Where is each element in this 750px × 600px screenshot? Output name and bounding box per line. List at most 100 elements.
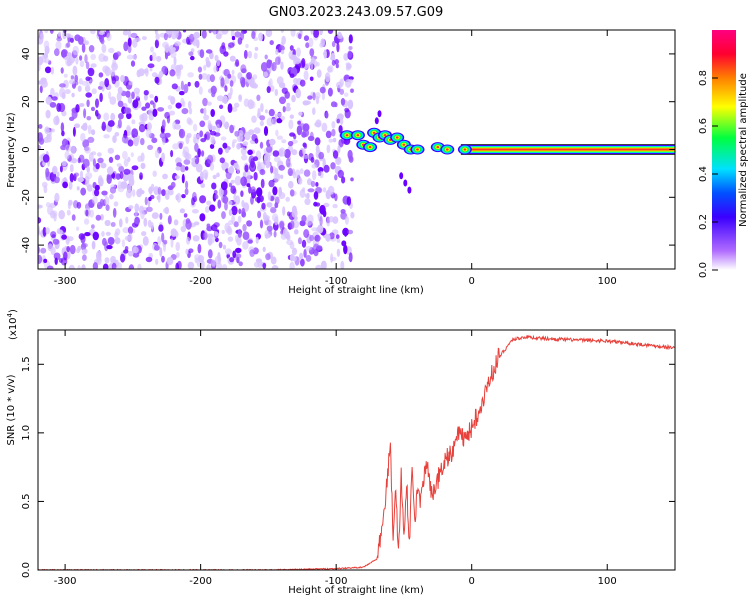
noise-speckle (156, 55, 162, 62)
noise-speckle (336, 157, 341, 162)
snr-panel: -300 -200 -100 0 100 0.0 0.5 1.0 1.5 Height of s… (6, 309, 676, 596)
noise-speckle (91, 196, 98, 204)
noise-speckle (159, 247, 163, 257)
noise-speckle (178, 142, 183, 150)
noise-speckle (63, 73, 68, 78)
noise-speckle (224, 201, 228, 211)
noise-speckle (207, 154, 214, 165)
noise-speckle (140, 138, 145, 146)
noise-speckle (345, 66, 351, 71)
noise-speckle (139, 172, 143, 180)
noise-speckle (285, 196, 291, 202)
noise-speckle (164, 52, 169, 60)
noise-speckle (161, 189, 166, 197)
noise-speckle (122, 150, 128, 160)
noise-speckle (244, 131, 251, 141)
noise-speckle (222, 95, 228, 104)
noise-speckle (102, 237, 107, 246)
noise-speckle (111, 76, 117, 85)
noise-speckle (167, 215, 172, 225)
noise-speckle (291, 149, 298, 156)
noise-speckle (312, 92, 316, 101)
noise-speckle (61, 130, 65, 137)
noise-speckle (116, 163, 122, 168)
noise-speckle (89, 209, 95, 218)
noise-speckle (240, 147, 247, 156)
noise-speckle (302, 100, 310, 106)
noise-speckle (319, 86, 326, 94)
noise-speckle (90, 106, 96, 112)
noise-speckle (200, 108, 205, 114)
noise-speckle (116, 262, 122, 269)
noise-speckle (202, 97, 208, 107)
noise-speckle (150, 222, 154, 230)
noise-speckle (60, 122, 65, 133)
noise-speckle (228, 42, 235, 48)
noise-speckle (276, 118, 283, 124)
noise-speckle (209, 74, 215, 83)
noise-speckle (202, 232, 208, 241)
noise-speckle (260, 103, 264, 112)
noise-speckle (229, 257, 235, 263)
noise-speckle (329, 232, 335, 240)
noise-speckle (86, 116, 92, 121)
noise-speckle (61, 92, 66, 100)
noise-speckle (232, 250, 237, 259)
snr-multiplier: (x104) (6, 309, 19, 340)
noise-speckle (334, 174, 338, 181)
noise-speckle (194, 158, 199, 165)
noise-speckle (203, 114, 210, 121)
noise-speckle (246, 72, 253, 80)
noise-speckle (58, 31, 62, 37)
noise-speckle (264, 229, 269, 240)
noise-speckle (181, 173, 185, 184)
noise-speckle (50, 87, 55, 97)
noise-speckle (171, 83, 178, 90)
noise-speckle (262, 262, 267, 269)
noise-speckle (201, 73, 208, 80)
noise-speckle (78, 103, 85, 107)
noise-speckle (337, 34, 343, 39)
noise-speckle (308, 37, 314, 48)
noise-speckle (268, 219, 272, 227)
noise-speckle (155, 258, 159, 265)
noise-speckle (199, 120, 206, 128)
noise-speckle (46, 133, 51, 140)
noise-speckle (305, 254, 312, 262)
noise-speckle (38, 144, 41, 151)
noise-speckle (299, 168, 304, 175)
noise-speckle (157, 186, 162, 195)
noise-speckle (215, 119, 222, 127)
colorbar-label: Normalized spectral amplitude (738, 73, 749, 227)
noise-speckle (134, 37, 141, 42)
noise-speckle (305, 219, 313, 226)
noise-speckle (57, 229, 63, 235)
noise-speckle (344, 109, 351, 119)
noise-speckle (161, 152, 166, 163)
noise-speckle (266, 145, 273, 153)
noise-speckle (350, 88, 354, 93)
noise-speckle (327, 87, 333, 97)
noise-speckle (45, 96, 52, 105)
noise-speckle (297, 237, 302, 245)
noise-speckle (141, 36, 147, 41)
noise-speckle (240, 176, 248, 187)
noise-speckle (278, 164, 286, 171)
noise-speckle (330, 56, 336, 61)
noise-speckle (317, 224, 324, 234)
noise-speckle (115, 228, 121, 236)
noise-speckle (90, 30, 96, 35)
noise-speckle (273, 230, 277, 238)
noise-speckle (346, 196, 352, 206)
noise-speckle (152, 170, 157, 177)
noise-speckle (343, 92, 349, 97)
noise-speckle (170, 228, 177, 237)
noise-speckle (220, 136, 227, 141)
noise-speckle (347, 99, 354, 110)
noise-speckle (46, 265, 54, 269)
noise-speckle (126, 126, 131, 131)
spectrogram-signal (340, 110, 675, 194)
noise-speckle (230, 179, 235, 184)
noise-speckle (173, 219, 179, 226)
